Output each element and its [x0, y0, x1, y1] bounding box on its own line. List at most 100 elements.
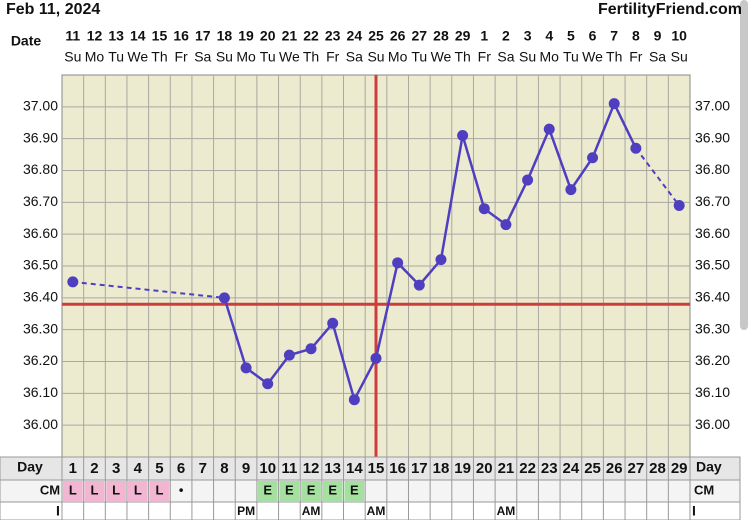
day-number: 26	[606, 460, 623, 477]
temperature-point	[413, 279, 425, 291]
cm-value: E	[328, 482, 337, 497]
temperature-point	[283, 349, 295, 361]
date-label: 10	[671, 28, 687, 44]
day-number: 4	[134, 460, 143, 477]
site-name[interactable]: FertilityFriend.com	[598, 1, 742, 18]
temperature-point	[348, 394, 360, 406]
weekday-label: Sa	[346, 49, 363, 65]
cm-value: L	[155, 482, 163, 497]
weekday-label: Mo	[236, 49, 256, 65]
weekday-label: Sa	[649, 49, 666, 65]
day-number: 23	[541, 460, 558, 477]
gap-connector	[635, 147, 680, 207]
date-label: 18	[217, 28, 233, 44]
intercourse-time: AM	[302, 504, 321, 518]
y-tick-label: 36.80	[23, 161, 58, 177]
y-tick-label-right: 37.00	[695, 98, 730, 114]
cm-value: E	[263, 482, 272, 497]
date-label: 11	[65, 28, 80, 44]
cm-value: E	[307, 482, 316, 497]
y-tick-label: 36.20	[23, 352, 58, 368]
temperature-point	[67, 276, 79, 288]
date-label: 22	[303, 28, 319, 44]
date-label: 4	[545, 28, 553, 44]
date-label: Date	[11, 33, 42, 49]
gap-connector	[72, 280, 225, 299]
y-tick-label: 36.90	[23, 129, 58, 145]
day-number: 8	[220, 460, 228, 477]
cm-value: L	[134, 482, 142, 497]
y-tick-label: 36.50	[23, 257, 58, 273]
temperature-point	[218, 292, 230, 304]
day-number: 24	[563, 460, 580, 477]
date-label: 3	[524, 28, 532, 44]
day-number: 12	[303, 460, 320, 477]
temperature-point	[587, 152, 599, 164]
date-label: 20	[260, 28, 276, 44]
temperature-point	[608, 98, 620, 110]
weekday-label: Mo	[85, 49, 105, 65]
date-label: 24	[347, 28, 363, 44]
cm-value: L	[112, 482, 120, 497]
date-label: 9	[654, 28, 662, 44]
day-number: 22	[519, 460, 536, 477]
weekday-label: Su	[216, 49, 233, 65]
cm-value: E	[350, 482, 359, 497]
date-label: 12	[87, 28, 103, 44]
temperature-point	[478, 203, 490, 215]
temperature-point	[392, 257, 404, 269]
weekday-label: Tu	[563, 49, 579, 65]
weekday-label: Tu	[260, 49, 276, 65]
day-number: 10	[259, 460, 276, 477]
day-label-right: Day	[696, 459, 722, 475]
day-number: 9	[242, 460, 250, 477]
weekday-label: Th	[151, 49, 167, 65]
day-number: 2	[90, 460, 98, 477]
day-number: 27	[628, 460, 645, 477]
temperature-point	[262, 378, 274, 390]
date-label: 23	[325, 28, 341, 44]
scrollbar[interactable]	[740, 0, 748, 330]
weekday-label: Su	[519, 49, 536, 65]
day-number: 7	[199, 460, 207, 477]
date-label: 19	[238, 28, 254, 44]
day-number: 18	[433, 460, 450, 477]
cm-label: CM	[40, 482, 60, 497]
date-label: 16	[173, 28, 189, 44]
temperature-point	[240, 362, 252, 374]
day-number: 1	[69, 460, 77, 477]
day-number: 3	[112, 460, 120, 477]
y-tick-label-right: 36.50	[695, 257, 730, 273]
day-number: 29	[671, 460, 688, 477]
weekday-label: Th	[454, 49, 470, 65]
temperature-point	[543, 123, 555, 135]
weekday-label: Fr	[478, 49, 492, 65]
date-label: 21	[282, 28, 298, 44]
y-tick-label: 37.00	[23, 98, 58, 114]
intercourse-time: AM	[497, 504, 516, 518]
temperature-point	[457, 129, 469, 141]
weekday-label: Su	[367, 49, 384, 65]
temperature-point	[630, 142, 642, 154]
y-tick-label-right: 36.90	[695, 129, 730, 145]
i-label: I	[56, 503, 60, 519]
intercourse-time: PM	[237, 504, 255, 518]
row-background	[0, 501, 741, 520]
date-label: 2	[502, 28, 510, 44]
day-label: Day	[17, 459, 43, 475]
cm-value: •	[179, 482, 184, 497]
y-tick-label: 36.60	[23, 225, 58, 241]
day-number: 21	[498, 460, 515, 477]
y-tick-label-right: 36.30	[695, 320, 730, 336]
temperature-point	[305, 343, 317, 355]
temperature-point	[522, 174, 534, 186]
date-label: 25	[368, 28, 384, 44]
cm-cell	[344, 481, 365, 501]
weekday-label: We	[582, 49, 603, 65]
y-tick-label-right: 36.00	[695, 416, 730, 432]
cm-cell	[301, 481, 321, 501]
day-number: 17	[411, 460, 428, 477]
cm-cell	[279, 481, 300, 501]
date-label: 8	[632, 28, 640, 44]
